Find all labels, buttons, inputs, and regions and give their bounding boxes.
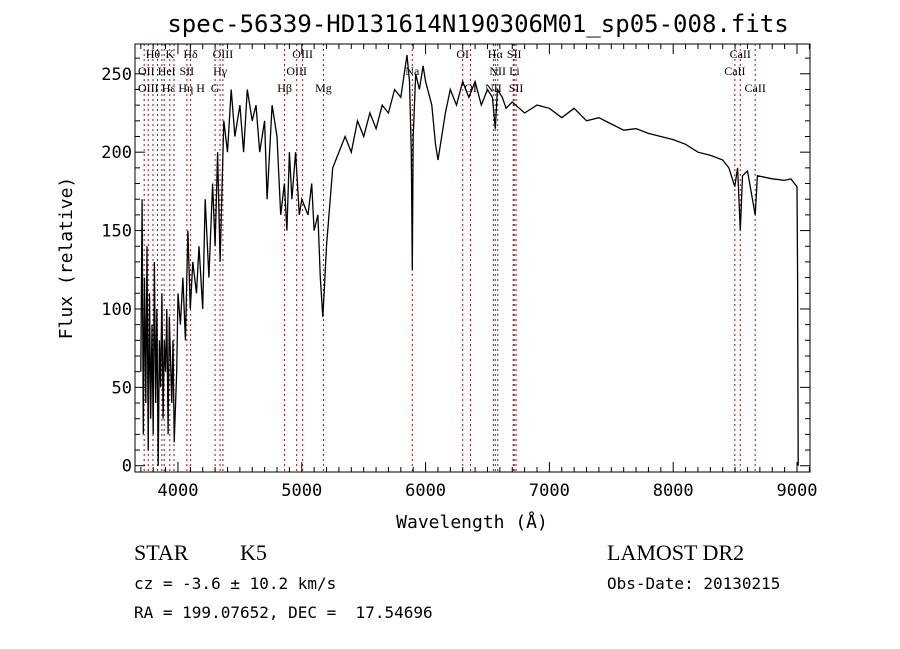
x-tick-label: 5000 [281, 481, 322, 501]
plot-frame [134, 43, 811, 473]
survey-name: LAMOST DR2 [607, 540, 745, 565]
line-markers [143, 44, 756, 472]
line-label: OIII [286, 64, 307, 78]
line-label: CaII [745, 81, 766, 95]
x-tick-label: 6000 [405, 481, 446, 501]
x-tick-label: 7000 [529, 481, 570, 501]
subclass: K5 [240, 540, 267, 565]
object-type: STAR [134, 540, 189, 565]
x-tick-label: 4000 [157, 481, 198, 501]
line-label: Hγ [213, 64, 228, 78]
x-tick-label: 8000 [653, 481, 694, 501]
line-label: SII [507, 47, 522, 61]
line-label: H [196, 81, 205, 95]
line-label: OII [138, 64, 155, 78]
y-tick-label: 100 [101, 300, 132, 320]
obs-date: Obs-Date: 20130215 [607, 574, 781, 593]
line-label: Hδ [183, 47, 198, 61]
line-label: NII [489, 64, 506, 78]
x-tick-label: 9000 [777, 481, 818, 501]
line-label: CaII [724, 64, 745, 78]
y-tick-label: 50 [112, 378, 132, 398]
line-label: CaII [730, 47, 751, 61]
spectrum-line [140, 54, 799, 466]
line-label: OI [464, 81, 477, 95]
chart-title: spec-56339-HD131614N190306M01_sp05-008.f… [167, 10, 788, 38]
y-axis-label: Flux (relative) [56, 177, 77, 340]
line-label: SII [180, 64, 195, 78]
line-label: G [211, 81, 220, 95]
line-label: Mg [315, 81, 332, 95]
line-label: HeI [158, 64, 176, 78]
line-label: NII [485, 81, 502, 95]
line-label: Hε [162, 81, 176, 95]
redshift-cz: cz = -3.6 ± 10.2 km/s [134, 574, 337, 593]
line-label: OIII [213, 47, 234, 61]
line-label: Hβ [277, 81, 292, 95]
coordinates: RA = 199.07652, DEC = 17.54696 [134, 603, 433, 622]
line-label: Hη [178, 81, 193, 95]
y-tick-label: 250 [101, 65, 132, 85]
line-label: Hα [488, 47, 504, 61]
y-tick-label: 150 [101, 222, 132, 242]
line-label: OIII [292, 47, 313, 61]
line-label: Na [405, 64, 420, 78]
line-label: Li [509, 64, 520, 78]
y-tick-label: 0 [122, 457, 132, 477]
line-label: OI [456, 47, 469, 61]
line-label: Hθ [146, 47, 161, 61]
line-label: OIII [138, 81, 159, 95]
axis-ticks: 4000 5000 6000 7000 8000 9000 0 50 100 150 200 250 [101, 44, 817, 501]
line-label: K [166, 47, 175, 61]
line-label: SII [509, 81, 524, 95]
x-axis-label: Wavelength (Å) [396, 511, 548, 533]
y-tick-label: 200 [101, 143, 132, 163]
